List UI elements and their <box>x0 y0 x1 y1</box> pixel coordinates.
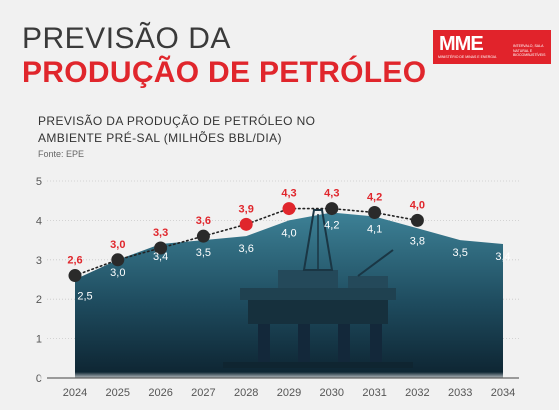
series2-label: 4,1 <box>367 223 382 235</box>
series1-marker <box>368 206 382 220</box>
series1-label: 2,6 <box>67 255 82 267</box>
series1-label: 3,0 <box>110 239 125 251</box>
series1-label: 3,6 <box>196 215 211 227</box>
series1-marker <box>239 217 253 231</box>
y-tick-label: 4 <box>36 215 42 227</box>
series2-label: 3,0 <box>110 267 125 279</box>
x-tick-label: 2027 <box>191 387 215 399</box>
logo-mark: MME <box>439 33 484 55</box>
platform-part <box>223 362 413 368</box>
platform-part <box>370 324 382 364</box>
page-title-line1: PREVISÃO DA <box>22 22 231 55</box>
series1-marker <box>196 229 210 243</box>
y-tick-label: 0 <box>36 373 42 385</box>
chart-source: Fonte: EPE <box>38 149 85 159</box>
series2-label: 3,4 <box>495 251 510 263</box>
series2-label: 3,8 <box>410 235 425 247</box>
ministry-logo: MME MINISTÉRIO DE MINAS E ENERGIA INTERV… <box>433 30 551 64</box>
series1-marker <box>68 269 82 283</box>
series1-label: 4,3 <box>324 188 339 200</box>
platform-part <box>348 276 388 288</box>
series2-label: 3,5 <box>453 247 468 259</box>
area-fade <box>40 372 520 380</box>
chart-title-line2: AMBIENTE PRÉ-SAL (MILHÕES BBL/DIA) <box>38 131 282 145</box>
series1-marker <box>325 202 339 216</box>
y-tick-label: 2 <box>36 294 42 306</box>
series2-label: 3,4 <box>153 251 168 263</box>
y-axis-ticks: 0 1 2 3 4 5 <box>36 176 42 385</box>
x-tick-label: 2024 <box>63 387 87 399</box>
x-tick-label: 2032 <box>405 387 429 399</box>
series2-label: 4,0 <box>281 227 296 239</box>
series1-marker <box>282 202 296 216</box>
platform-part <box>298 324 310 366</box>
oil-platform-icon <box>223 209 413 368</box>
platform-part <box>258 324 270 364</box>
forecast-trend-line <box>74 207 419 277</box>
series2-label: 3,5 <box>196 247 211 259</box>
series2-label: 4,2 <box>324 220 339 232</box>
data-labels: 2,5 3,0 3,4 3,5 3,6 4,0 4,2 4,1 3,8 3,5 3,4 2,6 3,0 3… <box>67 188 510 303</box>
platform-part <box>278 270 338 288</box>
platform-part <box>248 300 388 324</box>
series1-label: 3,3 <box>153 227 168 239</box>
x-tick-label: 2029 <box>277 387 301 399</box>
series2-label: 2,5 <box>77 291 92 303</box>
series1-label: 4,0 <box>410 199 425 211</box>
series1-marker <box>154 241 168 255</box>
series1-marker <box>410 213 424 227</box>
x-tick-label: 2028 <box>234 387 258 399</box>
platform-part <box>240 288 396 300</box>
platform-part <box>338 324 350 366</box>
x-tick-label: 2025 <box>106 387 130 399</box>
x-tick-label: 2030 <box>320 387 344 399</box>
series2-label: 3,6 <box>239 243 254 255</box>
logo-side-text: INTERVALO, SALA NATURAL E BIOCOMBUSTÍVEI… <box>513 44 546 57</box>
x-axis-ticks: 2024 2025 2026 2027 2028 2029 2030 2031 2032 2033… <box>63 387 515 399</box>
platform-part <box>302 209 334 271</box>
series1-marker <box>111 253 125 267</box>
series1-label: 3,9 <box>239 203 254 215</box>
series1-label: 4,2 <box>367 192 382 204</box>
x-tick-label: 2026 <box>148 387 172 399</box>
series1-label: 4,3 <box>281 188 296 200</box>
x-tick-label: 2031 <box>362 387 386 399</box>
logo-name: MINISTÉRIO DE MINAS E ENERGIA <box>438 55 497 59</box>
x-tick-label: 2034 <box>491 387 515 399</box>
platform-part <box>357 249 394 277</box>
y-tick-label: 3 <box>36 255 42 267</box>
data-markers <box>68 202 424 283</box>
y-tick-label: 5 <box>36 176 42 188</box>
x-tick-label: 2033 <box>448 387 472 399</box>
chart-title-line1: PREVISÃO DA PRODUÇÃO DE PETRÓLEO NO <box>38 114 316 128</box>
page-title-line2: PRODUÇÃO DE PETRÓLEO <box>22 56 427 89</box>
y-tick-label: 1 <box>36 334 42 346</box>
